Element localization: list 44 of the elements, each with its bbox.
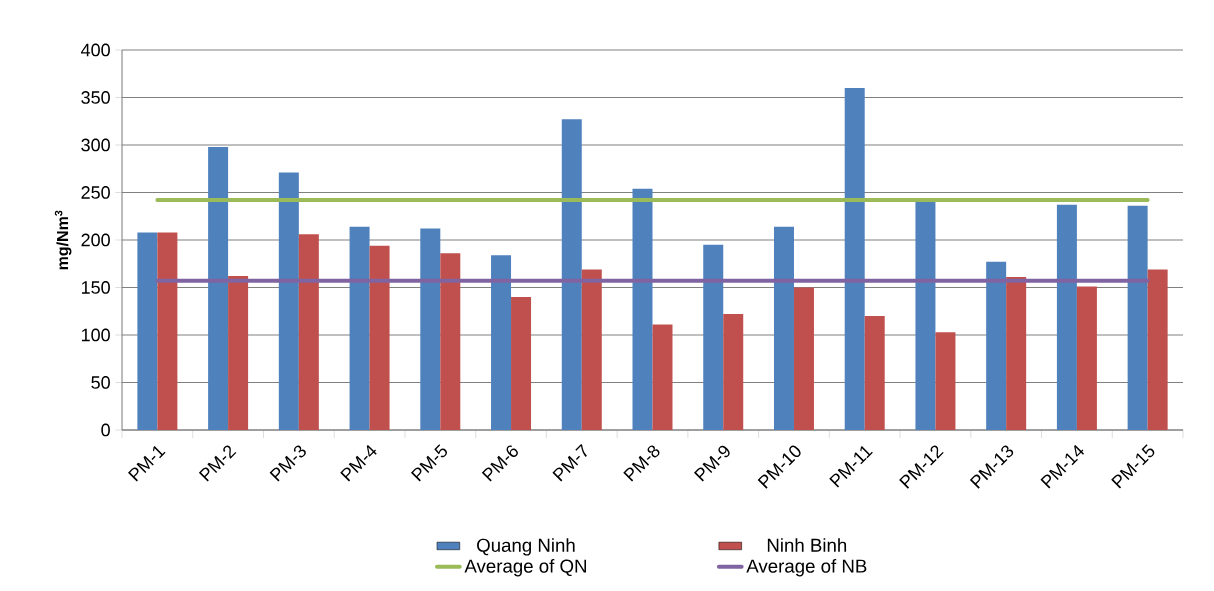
bar	[561, 119, 582, 430]
bar	[793, 287, 814, 430]
bar	[228, 276, 249, 430]
bar	[137, 232, 158, 430]
y-tick-label: 50	[91, 376, 110, 389]
bar	[420, 228, 441, 430]
bar	[581, 269, 602, 430]
bar	[1076, 286, 1097, 430]
y-tick-label: 400	[81, 43, 110, 57]
bar	[1006, 277, 1027, 430]
bar	[986, 261, 1007, 430]
bar	[935, 332, 956, 430]
bar	[1147, 269, 1168, 430]
bar	[491, 255, 512, 430]
bar	[511, 296, 532, 430]
bar	[632, 188, 653, 430]
bar	[915, 201, 936, 430]
bar	[844, 87, 865, 430]
y-tick-label: 350	[81, 91, 110, 104]
bar	[864, 315, 885, 430]
y-axis-title: mg/Nm$^{3}$	[54, 210, 72, 270]
bar	[723, 314, 744, 430]
bar	[652, 324, 673, 430]
y-tick-label: 200	[81, 233, 110, 247]
y-tick-label: 300	[81, 138, 110, 152]
legend-label: Ninh Binh	[767, 538, 847, 552]
legend-label: Average of NB	[746, 559, 867, 577]
bar	[157, 232, 178, 430]
bar	[773, 226, 794, 430]
bar	[349, 226, 370, 430]
legend-label: Average of QN	[464, 559, 586, 577]
bar	[208, 146, 229, 430]
y-tick-label: 250	[81, 186, 110, 199]
bar	[369, 245, 390, 430]
bar	[298, 234, 319, 430]
y-tick-label: 150	[81, 281, 110, 294]
y-tick-label: 0	[101, 423, 110, 437]
bar	[703, 244, 724, 430]
bar	[1127, 205, 1148, 430]
y-tick-label: 100	[81, 328, 110, 342]
bar	[278, 172, 299, 430]
legend-label: Quang Ninh	[477, 538, 575, 556]
bar	[1056, 204, 1077, 430]
bar	[440, 253, 461, 430]
